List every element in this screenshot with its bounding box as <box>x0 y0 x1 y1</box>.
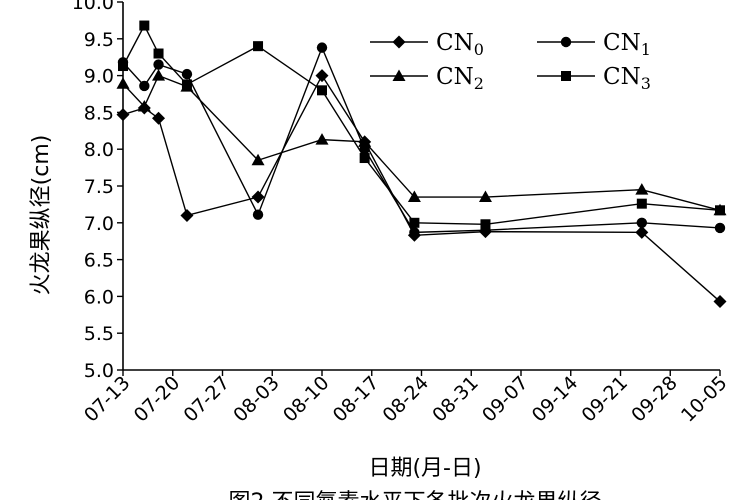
series-cn2 <box>116 69 727 216</box>
legend-label: CN1 <box>603 30 651 59</box>
data-point <box>635 183 649 195</box>
data-point <box>316 42 328 53</box>
data-point <box>636 217 648 228</box>
series-line <box>122 74 721 303</box>
legend-label-base: CN <box>603 64 641 90</box>
data-point <box>181 79 192 90</box>
x-tick-label: 08-31 <box>428 372 483 427</box>
series-cn0 <box>116 69 727 309</box>
data-point <box>153 48 164 59</box>
y-tick-label: 8.0 <box>84 139 114 161</box>
data-point <box>358 135 372 147</box>
axes <box>122 2 720 371</box>
legend-item-cn2: CN2 <box>370 64 484 93</box>
x-tick-label: 08-24 <box>378 372 433 427</box>
legend-label-base: CN <box>603 30 641 56</box>
data-point <box>139 80 150 92</box>
y-tick-label: 10.0 <box>72 0 114 14</box>
data-point <box>180 208 194 222</box>
figure-caption: 图2 不同氮素水平下各批次火龙果纵径 <box>229 490 602 500</box>
legend-label-subscript: 2 <box>474 74 484 93</box>
data-point <box>713 295 727 309</box>
data-point <box>116 108 130 122</box>
data-point <box>253 41 264 52</box>
y-tick-label: 5.0 <box>84 360 114 382</box>
y-tick-label: 7.5 <box>84 176 114 198</box>
y-axis-ticks: 5.0 5.5 6.0 6.5 7.0 7.5 8.0 8.5 9.0 9.5 10.0 <box>72 0 123 382</box>
series-cn3 <box>118 20 725 230</box>
data-point <box>152 111 166 125</box>
legend-label: CN2 <box>436 64 484 93</box>
data-point <box>715 205 725 216</box>
legend-marker <box>560 36 572 48</box>
data-series <box>116 20 727 309</box>
data-point <box>317 85 327 96</box>
data-point <box>407 190 421 203</box>
legend-label-subscript: 0 <box>474 40 484 59</box>
legend-label-subscript: 3 <box>641 74 651 93</box>
x-tick-label: 09-28 <box>627 372 682 427</box>
legend-item-cn3: CN3 <box>537 64 651 93</box>
data-point <box>359 153 370 164</box>
data-point <box>139 20 150 31</box>
y-axis-title: 火龙果纵径(cm) <box>29 135 54 296</box>
x-tick-label: 10-05 <box>677 372 732 427</box>
legend-marker <box>392 35 406 49</box>
y-tick-label: 9.5 <box>84 29 114 51</box>
x-axis-title: 日期(月-日) <box>368 456 481 481</box>
data-point <box>153 59 164 70</box>
data-point <box>118 61 128 72</box>
legend-item-cn1: CN1 <box>537 30 651 59</box>
data-point <box>251 190 265 204</box>
x-tick-label: 08-17 <box>329 372 384 427</box>
data-point <box>116 77 130 89</box>
x-tick-label: 07-20 <box>130 372 185 427</box>
data-point <box>181 68 193 80</box>
data-point <box>480 219 491 230</box>
data-point <box>252 209 264 220</box>
y-tick-label: 8.5 <box>84 102 114 124</box>
legend-marker <box>561 71 571 81</box>
legend-label-subscript: 1 <box>641 40 651 59</box>
data-point <box>478 190 492 203</box>
x-tick-label: 08-10 <box>279 372 334 427</box>
data-point <box>152 69 166 81</box>
y-tick-label: 7.0 <box>84 213 114 235</box>
x-tick-label: 09-21 <box>577 372 632 427</box>
x-tick-label: 09-07 <box>478 372 533 427</box>
legend-marker <box>392 69 406 81</box>
data-point <box>636 198 647 209</box>
data-point <box>409 227 420 238</box>
data-point <box>251 153 265 166</box>
data-point <box>714 222 726 234</box>
series-line <box>122 74 721 211</box>
x-axis-ticks: 07-1307-2007-2708-0308-1008-1708-2408-31… <box>80 370 732 427</box>
legend-label: CN0 <box>436 30 484 59</box>
data-point <box>315 69 329 83</box>
legend-label-base: CN <box>436 30 474 56</box>
y-tick-label: 5.5 <box>84 323 114 345</box>
legend-item-cn0: CN0 <box>370 30 484 59</box>
x-tick-label: 08-03 <box>229 372 284 427</box>
data-point <box>409 217 420 228</box>
y-tick-label: 6.0 <box>84 286 114 308</box>
x-tick-label: 09-14 <box>528 372 583 427</box>
y-tick-label: 9.0 <box>84 66 114 88</box>
legend-label-base: CN <box>436 64 474 90</box>
data-point <box>315 133 329 145</box>
legend-label: CN3 <box>603 64 651 93</box>
data-point <box>635 225 649 239</box>
data-point <box>137 100 151 112</box>
y-tick-label: 6.5 <box>84 250 114 272</box>
x-tick-label: 07-27 <box>179 372 234 427</box>
